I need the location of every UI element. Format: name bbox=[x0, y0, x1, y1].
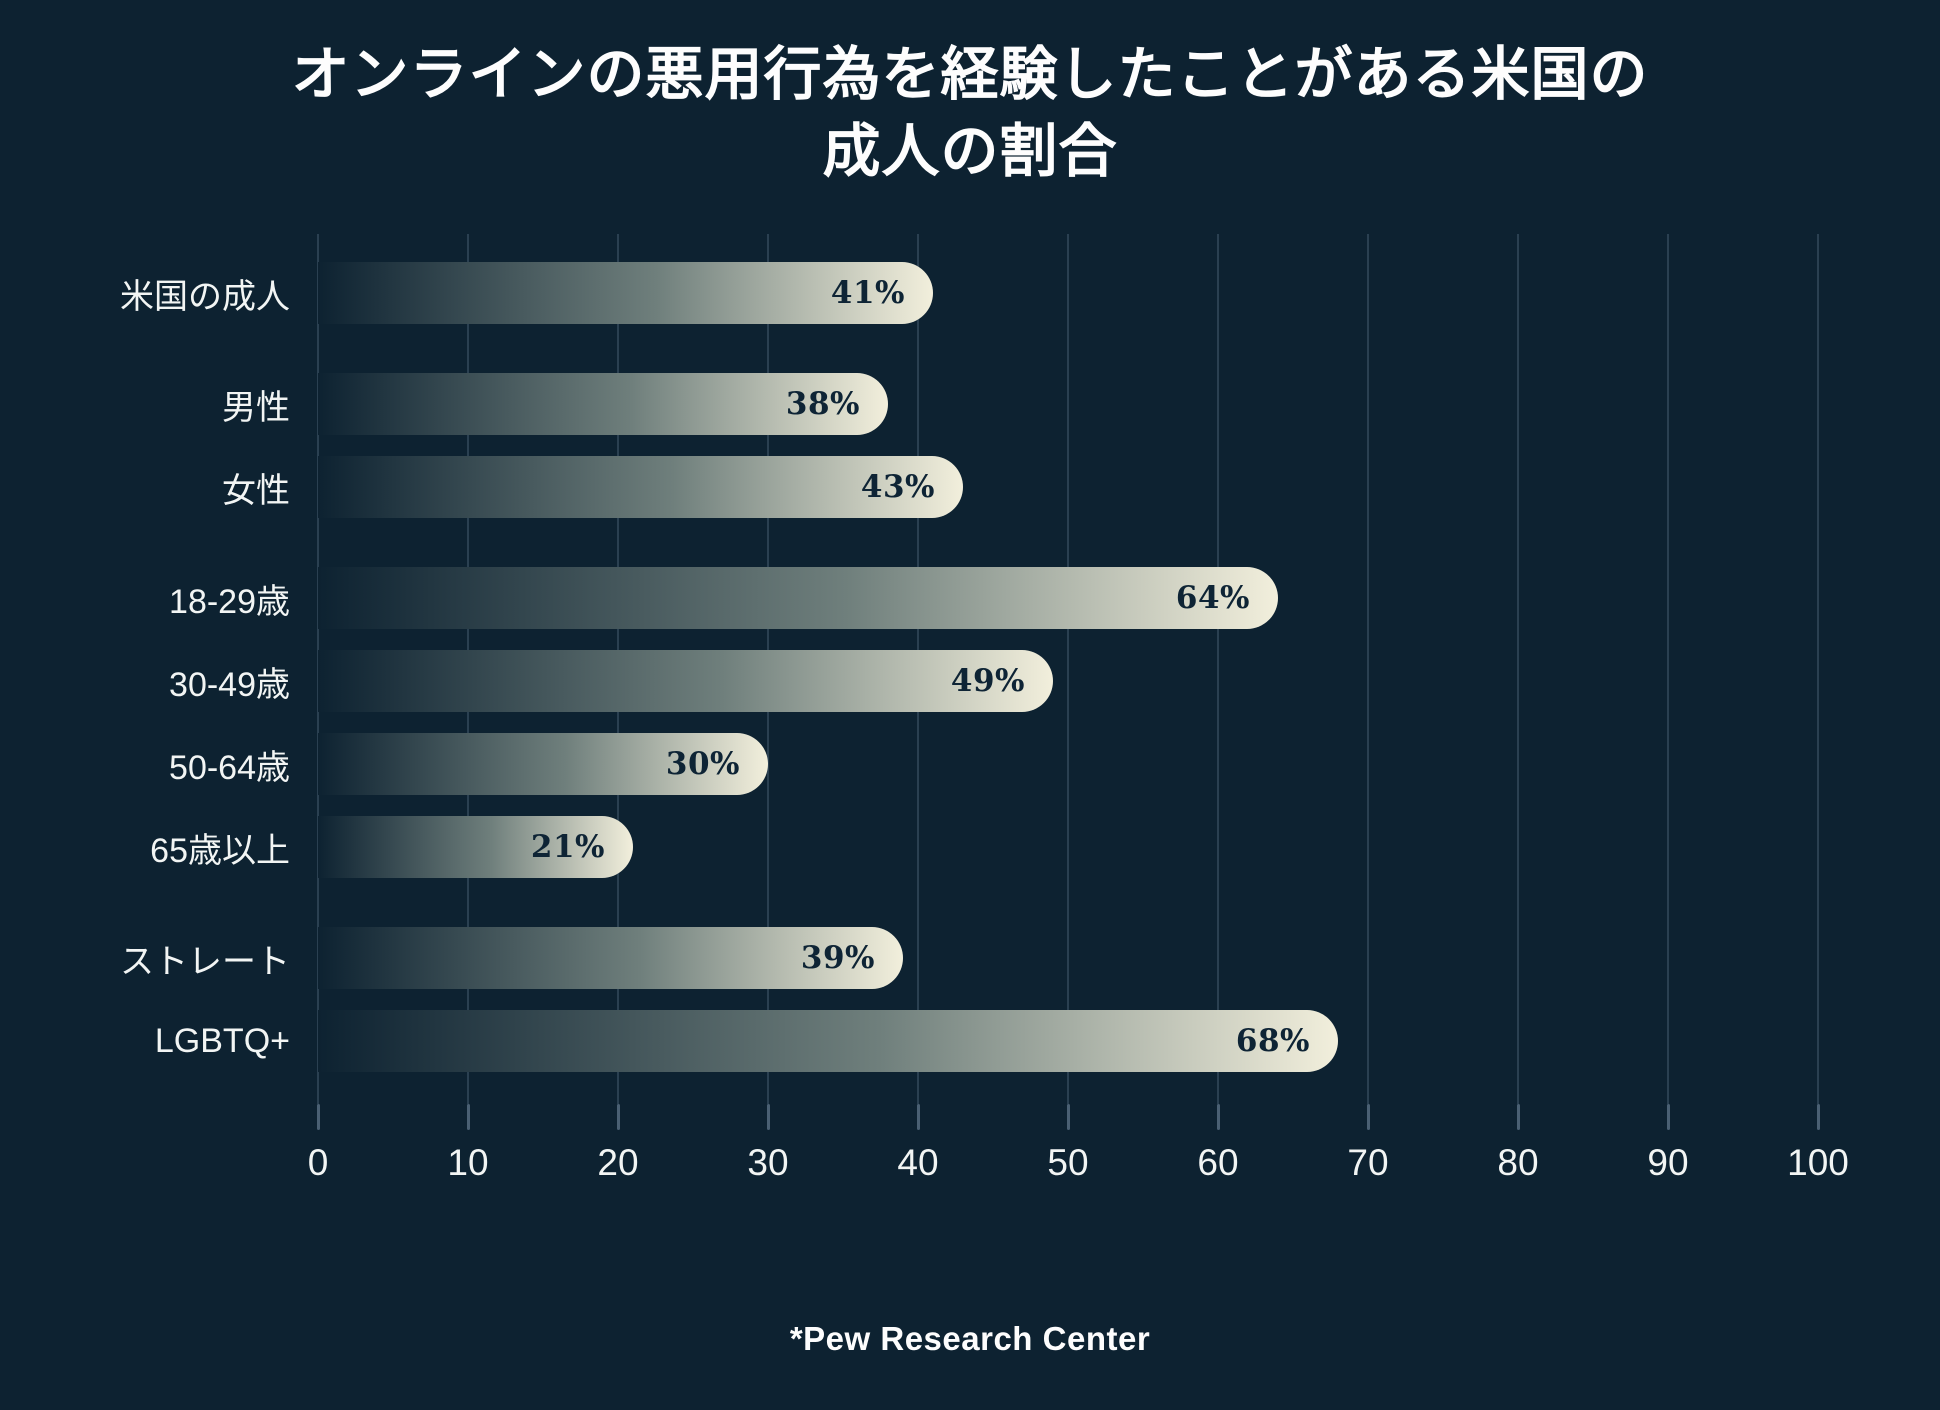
x-axis-tick-label: 30 bbox=[747, 1142, 789, 1184]
bar-track: 68% bbox=[318, 1010, 1818, 1073]
chart-title: オンラインの悪用行為を経験したことがある米国の 成人の割合 bbox=[291, 42, 1649, 185]
bar: 39% bbox=[318, 927, 903, 990]
bar-track: 38% bbox=[318, 373, 1818, 436]
bar-row: 米国の成人 41% bbox=[0, 262, 1818, 325]
bar-track: 39% bbox=[318, 927, 1818, 990]
x-axis-tick-label: 0 bbox=[307, 1142, 329, 1184]
bar: 68% bbox=[318, 1010, 1338, 1073]
bar-row: 65歳以上 21% bbox=[0, 816, 1818, 879]
bar-category-label: 女性 bbox=[222, 471, 290, 510]
x-axis-tick bbox=[316, 1104, 320, 1131]
bar-category-label: ストレート bbox=[120, 942, 290, 981]
bar-value-label: 43% bbox=[860, 469, 935, 506]
x-axis-tick-label: 90 bbox=[1647, 1142, 1689, 1184]
x-axis-tick-label: 10 bbox=[447, 1142, 489, 1184]
gridline bbox=[1217, 234, 1219, 1105]
bar-track: 41% bbox=[318, 262, 1818, 325]
x-axis-tick-label: 20 bbox=[597, 1142, 639, 1184]
x-axis-tick bbox=[466, 1104, 470, 1131]
bar: 49% bbox=[318, 650, 1053, 713]
bar: 21% bbox=[318, 816, 633, 879]
bar-row: 男性 38% bbox=[0, 373, 1818, 436]
x-axis-labels: 0 10 20 30 40 50 60 70 80 90 100 bbox=[308, 1142, 1849, 1190]
x-axis-ticks bbox=[316, 1104, 1820, 1131]
bar: 64% bbox=[318, 567, 1278, 630]
x-axis-tick bbox=[916, 1104, 920, 1131]
x-axis-tick-label: 70 bbox=[1347, 1142, 1389, 1184]
bar-row: ストレート 39% bbox=[0, 927, 1818, 990]
bar-category-label: 65歳以上 bbox=[150, 831, 290, 870]
bar-track: 49% bbox=[318, 650, 1818, 713]
bar-row: 18-29歳 64% bbox=[0, 567, 1818, 630]
x-axis-tick bbox=[1216, 1104, 1220, 1131]
x-axis: 0 10 20 30 40 50 60 70 80 90 100 bbox=[308, 1104, 1849, 1190]
bar-value-label: 38% bbox=[785, 386, 860, 423]
x-axis-tick bbox=[1666, 1104, 1670, 1131]
x-axis-tick bbox=[1366, 1104, 1370, 1131]
gridline bbox=[1367, 234, 1369, 1105]
gridline bbox=[1667, 234, 1669, 1105]
x-axis-tick bbox=[1516, 1104, 1520, 1131]
x-axis-tick-label: 50 bbox=[1047, 1142, 1089, 1184]
bar-track: 64% bbox=[318, 567, 1818, 630]
source-note: *Pew Research Center bbox=[789, 1320, 1151, 1357]
bar: 41% bbox=[318, 262, 933, 325]
bar-track: 43% bbox=[318, 456, 1818, 519]
gridline bbox=[1517, 234, 1519, 1105]
bar-value-label: 30% bbox=[665, 746, 740, 783]
bar-value-label: 21% bbox=[530, 829, 605, 866]
bar-track: 21% bbox=[318, 816, 1818, 879]
bar-chart: 米国の成人 41% 男性 38% 女性 43% 18-29歳 64% 30-49歳 49% 50-6… bbox=[0, 234, 1819, 1105]
x-axis-tick-label: 100 bbox=[1787, 1142, 1849, 1184]
x-axis-tick bbox=[616, 1104, 620, 1131]
bar-category-label: 米国の成人 bbox=[120, 277, 290, 316]
bar-rows: 米国の成人 41% 男性 38% 女性 43% 18-29歳 64% 30-49歳 49% 50-6… bbox=[0, 262, 1818, 1073]
x-axis-tick-label: 60 bbox=[1197, 1142, 1239, 1184]
bar-category-label: 18-29歳 bbox=[169, 582, 290, 621]
x-axis-tick bbox=[1066, 1104, 1070, 1131]
bar-category-label: LGBTQ+ bbox=[154, 1021, 290, 1060]
bar-value-label: 68% bbox=[1235, 1023, 1310, 1060]
bar-category-label: 男性 bbox=[222, 388, 290, 427]
bar-track: 30% bbox=[318, 733, 1818, 796]
bar-value-label: 64% bbox=[1175, 580, 1250, 617]
bar-value-label: 39% bbox=[800, 940, 875, 977]
x-axis-tick-label: 40 bbox=[897, 1142, 939, 1184]
bar-row: 30-49歳 49% bbox=[0, 650, 1818, 713]
bar: 38% bbox=[318, 373, 888, 436]
bar-row: 50-64歳 30% bbox=[0, 733, 1818, 796]
x-axis-tick bbox=[1816, 1104, 1820, 1131]
bar: 43% bbox=[318, 456, 963, 519]
gridline bbox=[1067, 234, 1069, 1105]
x-axis-tick bbox=[766, 1104, 770, 1131]
bar-row: 女性 43% bbox=[0, 456, 1818, 519]
gridline bbox=[1817, 234, 1819, 1105]
bar: 30% bbox=[318, 733, 768, 796]
bar-category-label: 30-49歳 bbox=[169, 665, 290, 704]
bar-value-label: 49% bbox=[950, 663, 1025, 700]
bar-row: LGBTQ+ 68% bbox=[0, 1010, 1818, 1073]
bar-category-label: 50-64歳 bbox=[169, 748, 290, 787]
x-axis-tick-label: 80 bbox=[1497, 1142, 1539, 1184]
bar-value-label: 41% bbox=[830, 275, 905, 312]
